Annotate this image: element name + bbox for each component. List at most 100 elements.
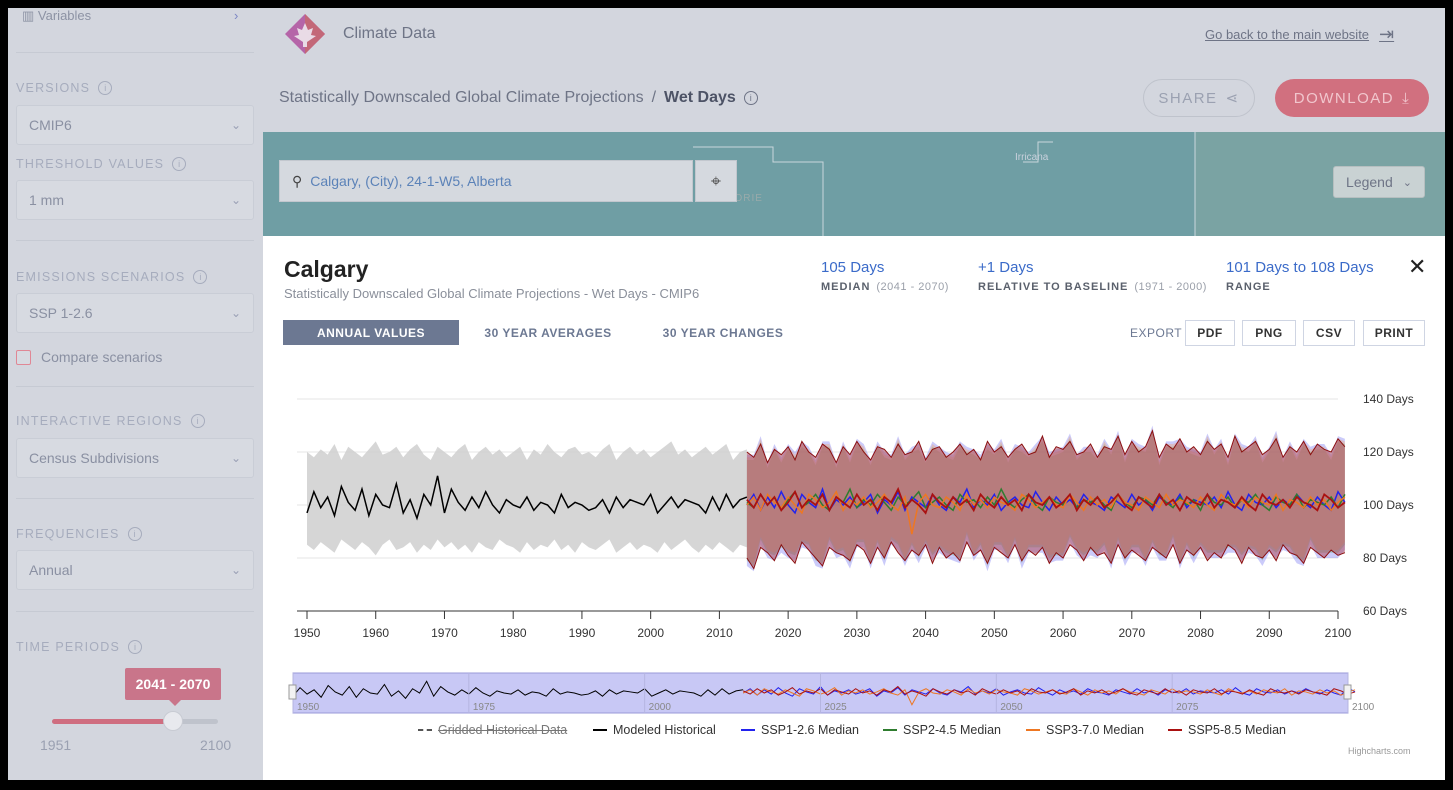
export-label: EXPORT <box>1130 326 1183 340</box>
regions-heading: INTERACTIVE REGIONS i <box>16 414 205 428</box>
location-search-input[interactable]: ⚲ Calgary, (City), 24-1-W5, Alberta <box>279 160 693 202</box>
y-tick-label: 140 Days <box>1363 392 1414 406</box>
legend-label: SSP2-4.5 Median <box>903 723 1001 737</box>
versions-heading: VERSIONS i <box>16 81 113 95</box>
share-icon: ⋖ <box>1225 90 1240 107</box>
legend-item[interactable]: Modeled Historical <box>593 723 716 737</box>
maple-leaf-logo-icon[interactable] <box>283 12 327 56</box>
variables-link[interactable]: ▥ Variables <box>22 8 91 24</box>
sidebar: ▥ Variables › VERSIONS i CMIP6 ⌄ THRESHOLD… <box>8 8 263 780</box>
highcharts-credit[interactable]: Highcharts.com <box>1348 746 1411 756</box>
threshold-select[interactable]: 1 mm ⌄ <box>16 180 254 220</box>
regions-label: INTERACTIVE REGIONS <box>16 414 183 428</box>
legend-item[interactable]: SSP5-8.5 Median <box>1168 723 1286 737</box>
x-tick-label: 2020 <box>775 626 802 640</box>
tab-30-year-averages[interactable]: 30 YEAR AVERAGES <box>484 325 612 340</box>
x-tick-label: 2090 <box>1256 626 1283 640</box>
chevron-down-icon: ⌄ <box>230 118 241 132</box>
info-icon[interactable]: i <box>193 270 208 284</box>
breadcrumb-separator: / <box>651 89 657 106</box>
legend-item[interactable]: Gridded Historical Data <box>418 723 567 737</box>
chevron-down-icon: ⌄ <box>230 193 241 207</box>
export-pdf-button[interactable]: PDF <box>1185 320 1235 346</box>
legend-swatch <box>883 729 897 731</box>
tab-30-year-changes[interactable]: 30 YEAR CHANGES <box>662 325 784 340</box>
chart[interactable]: 60 Days 80 Days 100 Days 120 Days 140 Days 19… <box>263 236 1445 780</box>
y-tick-label: 80 Days <box>1363 551 1407 565</box>
download-button[interactable]: DOWNLOAD ⤓ <box>1275 79 1429 117</box>
legend-label: SSP1-2.6 Median <box>761 723 859 737</box>
x-tick-label: 1960 <box>362 626 389 640</box>
frequencies-select[interactable]: Annual ⌄ <box>16 550 254 590</box>
legend-swatch <box>418 729 432 731</box>
info-icon[interactable]: i <box>127 527 142 541</box>
x-tick-label: 1970 <box>431 626 458 640</box>
chevron-down-icon: ⌄ <box>230 563 241 577</box>
share-button[interactable]: SHARE ⋖ <box>1143 79 1255 117</box>
site-title[interactable]: Climate Data <box>343 25 436 42</box>
versions-select[interactable]: CMIP6 ⌄ <box>16 105 254 145</box>
checkbox-box[interactable] <box>16 349 31 365</box>
legend-item[interactable]: SSP2-4.5 Median <box>883 723 1001 737</box>
back-to-main-link[interactable]: Go back to the main website ⇥ <box>1205 24 1394 45</box>
download-label: DOWNLOAD <box>1293 89 1395 107</box>
print-button[interactable]: PRINT <box>1363 320 1425 346</box>
legend-button[interactable]: Legend ⌄ <box>1333 166 1425 198</box>
x-tick-label: 2050 <box>981 626 1008 640</box>
slider-handle[interactable] <box>163 711 183 731</box>
x-tick-label: 2040 <box>912 626 939 640</box>
legend-item[interactable]: SSP3-7.0 Median <box>1026 723 1144 737</box>
legend-label: SSP3-7.0 Median <box>1046 723 1144 737</box>
frequencies-heading: FREQUENCIES i <box>16 527 142 541</box>
data-panel: Calgary Statistically Downscaled Global … <box>263 236 1445 780</box>
close-icon[interactable]: ✕ <box>1408 254 1427 279</box>
median-value: 105 Days <box>821 259 885 276</box>
back-link-label: Go back to the main website <box>1205 27 1370 42</box>
median-period: (2041 - 2070) <box>876 281 949 293</box>
baseline-label: RELATIVE TO BASELINE (1971 - 2000) <box>978 281 1207 293</box>
legend-swatch <box>593 729 607 731</box>
map[interactable]: Irricana DRIE ⚲ Calgary, (City), 24-1-W5,… <box>263 132 1445 236</box>
info-icon[interactable]: i <box>172 157 187 171</box>
versions-label: VERSIONS <box>16 81 91 95</box>
median-label-text: MEDIAN <box>821 281 871 293</box>
legend-label: Legend <box>1346 174 1393 190</box>
search-value: Calgary, (City), 24-1-W5, Alberta <box>310 173 512 189</box>
slider-fill <box>52 719 174 724</box>
navigator-tick-label: 2000 <box>649 702 672 713</box>
compare-scenarios-checkbox[interactable]: Compare scenarios <box>16 349 162 365</box>
info-icon[interactable]: i <box>743 91 758 105</box>
export-csv-button[interactable]: CSV <box>1303 320 1355 346</box>
navigator-handle-left <box>288 684 297 700</box>
navigator-handle-right <box>1343 684 1352 700</box>
navigator-tick-label: 2100 <box>1352 702 1375 713</box>
chevron-down-icon: ⌄ <box>1402 176 1412 189</box>
tab-annual-values[interactable]: ANNUAL VALUES <box>283 320 459 345</box>
legend-swatch <box>1026 729 1040 731</box>
variables-label: Variables <box>37 8 92 23</box>
chevron-right-icon[interactable]: › <box>234 8 239 23</box>
breadcrumb-parent[interactable]: Statistically Downscaled Global Climate … <box>279 89 644 106</box>
info-icon[interactable]: i <box>128 640 142 654</box>
breadcrumb-current: Wet Days <box>664 89 736 106</box>
info-icon[interactable]: i <box>190 414 205 428</box>
map-boundaries <box>693 132 1196 236</box>
time-periods-heading: TIME PERIODS i <box>16 640 142 654</box>
divider <box>16 52 254 53</box>
info-icon[interactable]: i <box>98 81 113 95</box>
panel-subtitle: Statistically Downscaled Global Climate … <box>284 286 700 301</box>
baseline-label-text: RELATIVE TO BASELINE <box>978 281 1129 293</box>
chevron-down-icon: ⌄ <box>230 451 241 465</box>
navigator-tick-label: 1975 <box>473 702 496 713</box>
emissions-select[interactable]: SSP 1-2.6 ⌄ <box>16 293 254 333</box>
map-town-label: DRIE <box>735 193 763 204</box>
threshold-heading: THRESHOLD VALUES i <box>16 157 187 171</box>
download-icon: ⤓ <box>1402 89 1411 107</box>
baseline-period: (1971 - 2000) <box>1134 281 1207 293</box>
regions-select[interactable]: Census Subdivisions ⌄ <box>16 438 254 478</box>
locate-button[interactable]: ⌖ <box>695 160 737 202</box>
crosshair-icon: ⌖ <box>710 170 722 191</box>
export-png-button[interactable]: PNG <box>1242 320 1296 346</box>
y-tick-label: 60 Days <box>1363 604 1407 618</box>
legend-item[interactable]: SSP1-2.6 Median <box>741 723 859 737</box>
